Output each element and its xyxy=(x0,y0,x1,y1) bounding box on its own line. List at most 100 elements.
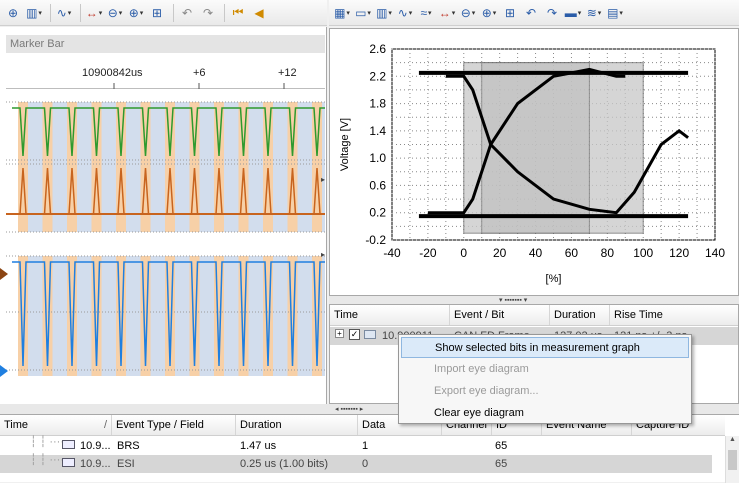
col-id[interactable]: ID xyxy=(492,415,542,435)
col-event-bit[interactable]: Event / Bit xyxy=(450,305,550,325)
expand-horizontal-icon[interactable]: ↔ xyxy=(85,4,103,22)
print-icon[interactable]: ▤ xyxy=(606,4,624,22)
table-row[interactable]: ┆ ┆ ····· 10.9... ESI 0.25 us (1.00 bits… xyxy=(0,454,712,473)
window-icon[interactable]: ▭ xyxy=(354,4,372,22)
bit-background-band xyxy=(322,102,325,232)
menu-item-show-selected-bits[interactable]: Show selected bits in measurement graph xyxy=(401,337,689,358)
menu-item-export-eye-diagram[interactable]: Export eye diagram... xyxy=(434,385,539,397)
ruler-tick-label: +6 xyxy=(193,67,206,79)
zoom-box-icon[interactable]: ⊞ xyxy=(504,5,516,20)
chart-options-icon[interactable]: ▥ xyxy=(375,4,393,22)
channel-marker-icon[interactable] xyxy=(0,268,8,280)
bit-background-band xyxy=(175,256,190,376)
channel-marker-icon[interactable] xyxy=(0,365,8,377)
col-time[interactable]: Time / xyxy=(0,415,112,435)
bit-background-band xyxy=(126,256,141,376)
eye-trace-2 xyxy=(427,67,626,215)
row-field: ESI xyxy=(117,458,135,470)
waveform-display[interactable] xyxy=(6,90,325,404)
table-row[interactable]: ┆ ┆ ····· 10.9... BRS 1.47 us 1 65 xyxy=(0,436,712,455)
col-time[interactable]: Time xyxy=(330,305,450,325)
bit-background-band xyxy=(322,256,325,376)
horizontal-splitter[interactable]: ▾ ▪▪▪▪▪▪▪ ▾ xyxy=(329,296,739,304)
splitter-grip-icon: ▾ ▪▪▪▪▪▪▪ ▾ xyxy=(499,297,528,304)
bit-highlight-band xyxy=(91,256,102,376)
right-toolbar: ▦ ▭ ▥ ∿ ≈ ↔ ⊖ ⊕ ⊞ ↶ ↷ ▬ ≋ ▤ xyxy=(329,0,739,26)
row-time: 10.9... xyxy=(80,458,111,470)
x-tick-label: 0 xyxy=(460,246,467,260)
zoom-out-icon[interactable]: ⊖ xyxy=(459,4,477,22)
menu-item-import-eye-diagram[interactable]: Import eye diagram xyxy=(434,363,529,375)
bit-background-band xyxy=(101,256,116,376)
scroll-up-icon[interactable]: ▲ xyxy=(729,436,736,443)
signal-icon[interactable]: ≋ xyxy=(585,4,603,22)
curve-icon[interactable]: ∿ xyxy=(55,4,73,22)
bottom-splitter[interactable]: ◂ ▪▪▪▪▪▪▪ ▸ xyxy=(0,404,739,414)
bit-highlight-band xyxy=(165,256,175,376)
toolbar-separator xyxy=(224,3,225,22)
undo-icon[interactable]: ↶ xyxy=(525,5,537,20)
redo-icon[interactable]: ↷ xyxy=(202,5,214,20)
col-duration[interactable]: Duration xyxy=(550,305,610,325)
bit-background-band xyxy=(77,102,92,232)
signal-trace xyxy=(12,261,325,367)
pane-collapse-icon[interactable]: ▸ xyxy=(321,250,326,259)
chart-options-icon[interactable]: ▥ xyxy=(25,4,43,22)
bit-highlight-band xyxy=(214,256,224,376)
sort-icon: / xyxy=(103,419,107,431)
context-menu: Show selected bits in measurement graph … xyxy=(398,334,692,424)
scroll-thumb[interactable] xyxy=(728,450,737,470)
curve2-icon[interactable]: ≈ xyxy=(417,4,435,22)
x-tick-label: 120 xyxy=(669,246,689,260)
go-first-icon[interactable]: ⏮ xyxy=(232,5,244,19)
bit-highlight-band xyxy=(18,256,28,376)
curve-icon[interactable]: ∿ xyxy=(396,4,414,22)
bit-highlight-band xyxy=(42,102,53,232)
eye-diagram-chart[interactable]: 2.6 2.2 1.8 1.4 1.0 0.6 0.2 -0.2-40 -20 0 20 40 60 80… xyxy=(330,29,738,295)
bit-highlight-band xyxy=(287,102,298,232)
menu-item-clear-eye-diagram[interactable]: Clear eye diagram xyxy=(434,407,524,419)
col-rise-time[interactable]: Rise Time xyxy=(614,309,663,321)
col-duration[interactable]: Duration xyxy=(236,415,358,435)
redo-icon[interactable]: ↷ xyxy=(546,5,558,20)
zoom-fit-icon[interactable]: ⊕ xyxy=(7,5,19,20)
row-data: 0 xyxy=(362,458,369,470)
bit-background-band xyxy=(126,102,141,232)
signal-trace xyxy=(12,107,325,157)
zoom-out-icon[interactable]: ⊖ xyxy=(106,4,124,22)
row-checkbox[interactable]: ✓ xyxy=(349,329,360,340)
splitter-grip-icon: ◂ ▪▪▪▪▪▪▪ ▸ xyxy=(335,406,364,413)
x-tick-label: 60 xyxy=(565,246,579,260)
undo-icon[interactable]: ↶ xyxy=(181,5,193,20)
y-tick-label: 1.8 xyxy=(369,97,386,111)
y-tick-label: 0.6 xyxy=(369,178,386,192)
zoom-box-icon[interactable]: ⊞ xyxy=(151,5,163,20)
time-ruler[interactable]: 10900842us +6 +12 xyxy=(6,53,325,89)
bit-highlight-band xyxy=(189,102,200,232)
go-prev-icon[interactable]: ◀ xyxy=(254,5,264,20)
col-event-type[interactable]: Event Type / Field xyxy=(112,415,236,435)
expand-horizontal-icon[interactable]: ↔ xyxy=(438,4,456,22)
zoom-in-icon[interactable]: ⊕ xyxy=(480,4,498,22)
eye-diagram-panel: 2.6 2.2 1.8 1.4 1.0 0.6 0.2 -0.2 -40 -20 0 20 40 60 80… xyxy=(329,28,739,296)
bit-background-band xyxy=(28,102,43,232)
pane-collapse-icon[interactable]: ▸ xyxy=(321,175,326,184)
eye-frame-icon xyxy=(364,330,376,339)
col-data[interactable]: Data xyxy=(358,415,442,435)
bit-highlight-band xyxy=(263,102,273,232)
x-tick-label: 20 xyxy=(493,246,507,260)
marker-bar[interactable]: Marker Bar xyxy=(6,35,325,53)
toolbar-separator xyxy=(80,3,81,22)
display-icon[interactable]: ▬ xyxy=(564,4,582,22)
zoom-in-icon[interactable]: ⊕ xyxy=(127,4,145,22)
bit-highlight-band xyxy=(67,256,77,376)
vertical-scrollbar[interactable]: ▲ xyxy=(725,436,739,483)
grid-icon[interactable]: ▦ xyxy=(333,4,351,22)
bit-highlight-band xyxy=(263,256,273,376)
bit-highlight-band xyxy=(42,256,53,376)
bit-highlight-band xyxy=(165,102,175,232)
expand-icon[interactable]: + xyxy=(335,329,344,338)
bit-background-band xyxy=(150,102,165,232)
y-tick-label: 2.2 xyxy=(369,69,386,83)
bit-background-band xyxy=(52,102,67,232)
